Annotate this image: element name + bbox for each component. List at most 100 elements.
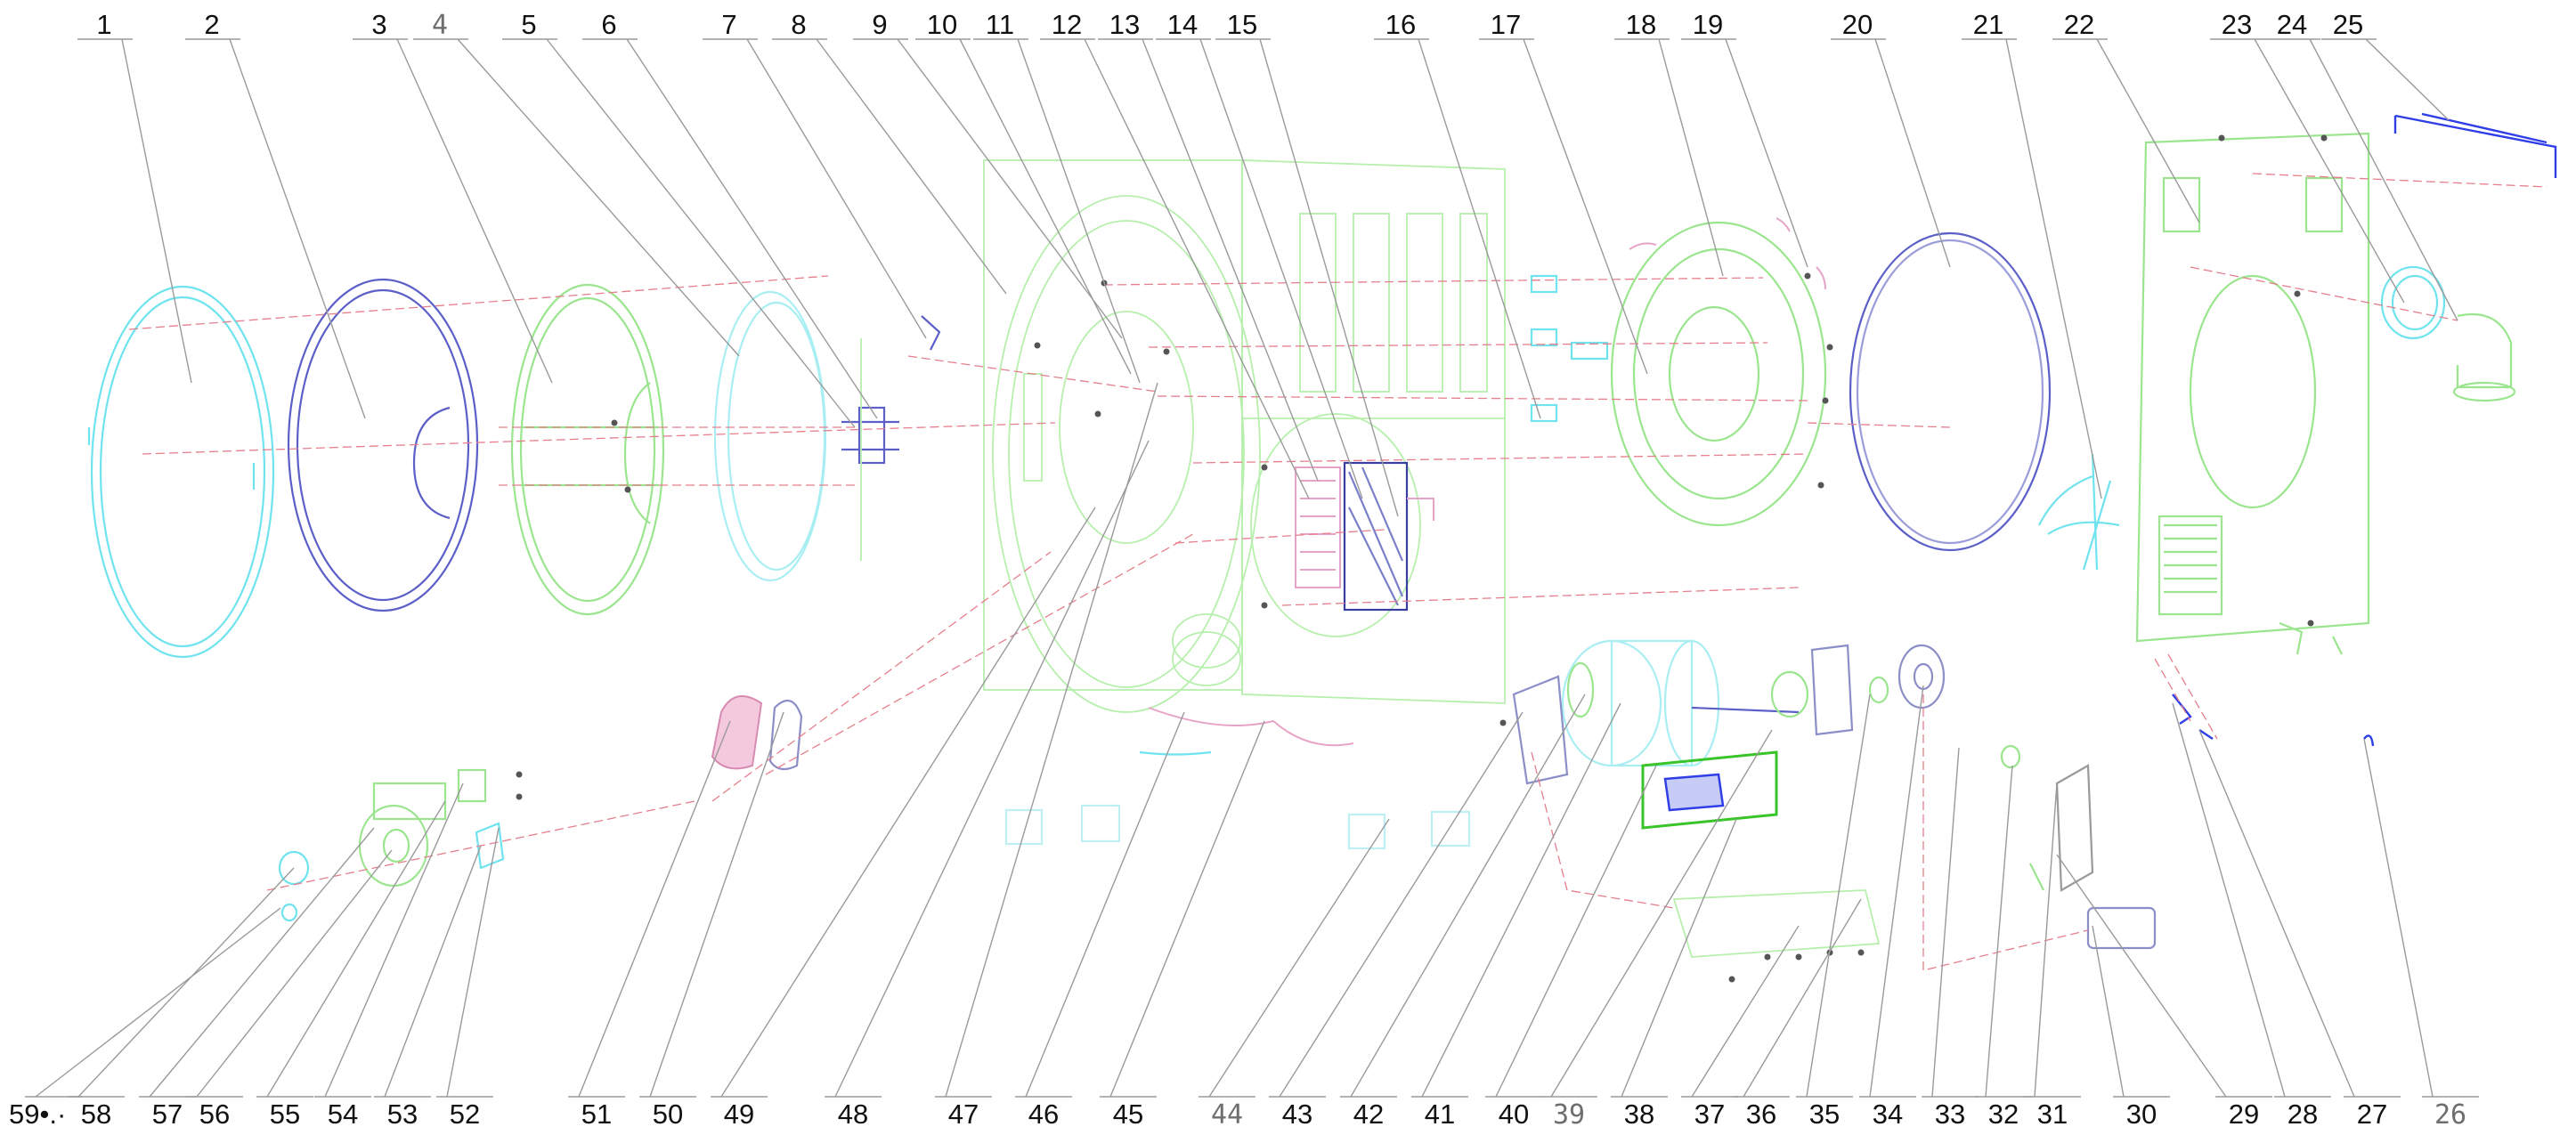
part-number-label: 53	[387, 1099, 418, 1130]
leader-line	[121, 38, 192, 384]
leader-line	[945, 382, 1158, 1098]
leader-line	[1985, 765, 2013, 1098]
part-number-label: 13	[1109, 9, 1140, 40]
leader-line	[2034, 782, 2058, 1098]
leader-line	[1550, 729, 1773, 1098]
leader-line	[384, 845, 482, 1098]
part-outer-door-ring	[87, 285, 275, 659]
part-number-label: 56	[199, 1099, 230, 1130]
part-brackets	[1530, 274, 1609, 423]
part-number-label: 35	[1809, 1099, 1840, 1130]
part-power-cord	[1139, 707, 1354, 756]
part-small-blue-clips	[2172, 693, 2375, 747]
part-number-label: 36	[1746, 1099, 1776, 1130]
leader-line	[2005, 38, 2102, 499]
part-drum-seal	[1849, 231, 2052, 552]
bottom-callout-labels: 59•.· 58 57 56 55 54 53 52 51 50 49 48 47 46 45 44 43 42 4…	[9, 1099, 2466, 1131]
leader-line	[396, 38, 553, 384]
leader-line	[1025, 711, 1185, 1098]
part-number-label: 7	[721, 9, 736, 40]
leader-line	[578, 720, 731, 1098]
leader-line	[1259, 38, 1399, 517]
leader-line	[266, 800, 446, 1098]
leader-line	[1084, 38, 1310, 499]
part-number-label: 30	[2126, 1099, 2157, 1130]
leader-line	[1017, 38, 1141, 384]
leader-line	[2198, 729, 2355, 1098]
leader-line	[324, 782, 464, 1098]
part-number-label: 51	[581, 1099, 612, 1130]
part-number-label: 9	[872, 9, 887, 40]
leader-line	[897, 38, 1123, 339]
part-pulley	[1810, 644, 1946, 736]
leader-line	[77, 867, 295, 1098]
part-number-label: 11	[986, 9, 1014, 40]
leader-line	[196, 849, 393, 1098]
leader-line	[229, 38, 366, 419]
leader-line	[2309, 38, 2458, 321]
part-number-label: 45	[1113, 1099, 1143, 1130]
part-control-knobs	[711, 695, 803, 771]
leader-line	[446, 827, 500, 1098]
part-number-label: 58	[81, 1099, 111, 1130]
leader-line	[1418, 38, 1541, 419]
top-callout-labels: 1 2 3 4 5 6 7 8 9 10 11 12 13 14 15 16 17 18 19 20 21 22 23 24 2…	[96, 9, 2363, 41]
part-back-panel	[2135, 132, 2370, 655]
part-feet	[1004, 804, 1471, 850]
leader-line	[457, 38, 740, 357]
part-cabinet-body	[1241, 159, 1506, 704]
part-number-label: 49	[724, 1099, 754, 1130]
part-exhaust-duct	[2380, 265, 2516, 402]
part-heater	[1295, 461, 1434, 612]
leader-line	[1495, 765, 1657, 1098]
leader-line	[2365, 38, 2450, 121]
part-number-label: 10	[927, 9, 957, 40]
part-number-label: 17	[1491, 9, 1521, 40]
parts-drawing	[87, 112, 2557, 983]
part-number-label: 39	[1553, 1099, 1585, 1131]
part-number-label: 20	[1842, 9, 1873, 40]
part-door-gasket	[713, 290, 827, 582]
leader-line	[1621, 818, 1737, 1098]
part-door-glass-ring	[287, 278, 479, 612]
leader-line	[816, 38, 1007, 295]
part-idler-bracket	[2000, 744, 2157, 950]
leader-line	[2096, 38, 2200, 223]
part-number-label: 16	[1386, 9, 1416, 40]
leader-line	[1279, 711, 1524, 1098]
leader-line	[1691, 925, 1800, 1098]
leader-line	[626, 38, 878, 419]
leader-line	[1869, 685, 1924, 1098]
part-number-label: 31	[2037, 1099, 2068, 1130]
part-number-label: 1	[96, 9, 111, 40]
assembly-dashed-lines	[128, 173, 2548, 971]
part-wiring-harness	[2038, 453, 2120, 571]
part-hinge	[841, 315, 941, 561]
leader-line	[1806, 693, 1871, 1098]
part-motor	[1561, 639, 1809, 767]
part-number-label: 15	[1227, 9, 1257, 40]
leader-line	[2056, 854, 2227, 1098]
part-number-label: 34	[1873, 1099, 1903, 1130]
part-cabinet-front	[983, 159, 1261, 713]
part-number-label: 48	[838, 1099, 868, 1130]
leader-line	[834, 440, 1150, 1098]
leader-line	[1725, 38, 1808, 268]
leader-line	[1109, 720, 1265, 1098]
part-number-label: 28	[2288, 1099, 2318, 1130]
part-number-label: 22	[2064, 9, 2094, 40]
leader-line	[1743, 898, 1862, 1098]
part-rear-panel	[1610, 217, 1827, 527]
leader-line	[2254, 38, 2405, 304]
part-number-label: 2	[204, 9, 219, 40]
leader-line	[2092, 925, 2125, 1098]
part-number-label: 42	[1353, 1099, 1384, 1130]
part-number-label: 46	[1028, 1099, 1059, 1130]
part-number-label: 41	[1425, 1099, 1455, 1130]
part-top-bracket	[2393, 112, 2557, 178]
leader-line	[546, 38, 856, 428]
part-number-label: 29	[2229, 1099, 2259, 1130]
leader-line	[1658, 38, 1724, 277]
part-control-box	[1641, 750, 1778, 830]
